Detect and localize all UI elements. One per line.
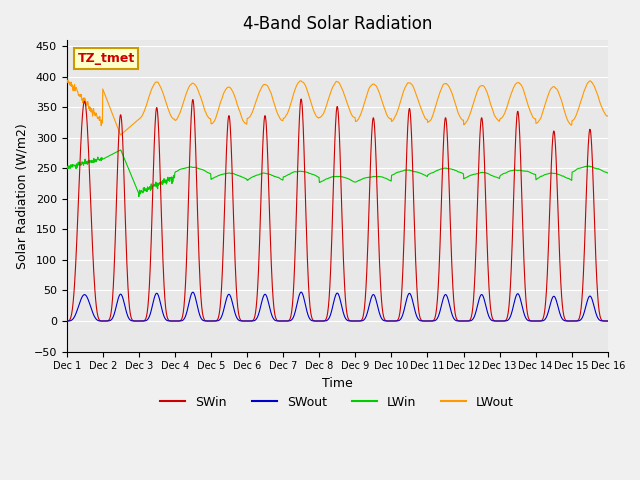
Y-axis label: Solar Radiation (W/m2): Solar Radiation (W/m2) [15,123,28,269]
Legend: SWin, SWout, LWin, LWout: SWin, SWout, LWin, LWout [156,391,519,414]
X-axis label: Time: Time [322,377,353,390]
Title: 4-Band Solar Radiation: 4-Band Solar Radiation [243,15,432,33]
Text: TZ_tmet: TZ_tmet [77,52,135,65]
